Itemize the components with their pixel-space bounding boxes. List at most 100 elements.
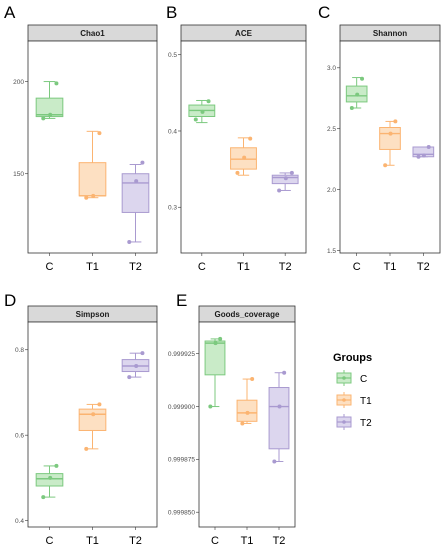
- x-tick-label: T2: [129, 535, 142, 547]
- panel-letter-c: C: [318, 3, 330, 22]
- box-t2: [121, 164, 150, 243]
- box-c: [35, 81, 64, 119]
- data-point-c: [54, 81, 59, 86]
- data-point-c: [48, 475, 53, 480]
- data-point-c: [200, 109, 205, 114]
- legend-point: [342, 376, 346, 380]
- data-point-t1: [240, 421, 245, 426]
- y-tick-label: 2.5: [327, 126, 336, 133]
- box-t2: [268, 372, 290, 462]
- data-point-t2: [277, 188, 282, 193]
- panel-title: ACE: [235, 29, 253, 38]
- box-c: [204, 338, 226, 408]
- data-point-t1: [383, 163, 388, 168]
- y-tick-label: 0.999900: [168, 404, 195, 411]
- data-point-t2: [277, 404, 282, 409]
- box-body: [78, 408, 107, 431]
- data-point-t2: [282, 370, 287, 375]
- y-tick-label: 0.5: [168, 52, 177, 59]
- data-point-t2: [421, 153, 426, 158]
- box-t1: [78, 130, 107, 199]
- legend-key-t2: [336, 414, 352, 430]
- data-point-c: [208, 404, 213, 409]
- y-tick-label: 1.5: [327, 248, 336, 255]
- data-point-t1: [97, 402, 102, 407]
- panel-e: E Goods_coverage 0.999850 0.999875 0.999900 0…: [168, 291, 296, 547]
- legend-key-t1: [336, 392, 352, 408]
- y-tick-label: 150: [13, 171, 24, 178]
- legend-point: [342, 398, 346, 402]
- data-point-t1: [84, 195, 89, 200]
- legend-title: Groups: [333, 352, 372, 364]
- data-point-t1: [250, 377, 255, 382]
- data-point-t2: [272, 459, 277, 464]
- y-tick-label: 2.0: [327, 187, 336, 194]
- data-point-t2: [140, 160, 145, 165]
- panel-d: D Simpson 0.4 0.6 0.8 C T1 T2: [4, 291, 158, 547]
- panel-title: Chao1: [80, 29, 105, 38]
- data-point-c: [355, 92, 360, 97]
- data-point-c: [349, 106, 354, 111]
- box-body: [268, 387, 290, 450]
- x-tick-label: C: [46, 261, 54, 273]
- data-point-c: [218, 336, 223, 341]
- x-tick-label: T2: [129, 261, 142, 273]
- y-tick-label: 0.6: [15, 432, 24, 439]
- y-tick-label: 0.999850: [168, 510, 195, 517]
- data-point-c: [360, 76, 365, 81]
- panel-letter-e: E: [176, 291, 187, 310]
- x-tick-label: T1: [237, 261, 250, 273]
- box-body: [121, 173, 150, 213]
- data-point-t2: [283, 176, 288, 181]
- box-body: [379, 127, 401, 150]
- legend-point: [342, 420, 346, 424]
- data-point-t1: [248, 136, 253, 141]
- data-point-t1: [242, 155, 247, 160]
- data-point-t1: [388, 131, 393, 136]
- panel-b: B ACE 0.3 0.4 0.5 C T1 T2: [166, 3, 307, 273]
- y-tick-label: 0.4: [15, 518, 24, 525]
- x-tick-label: T1: [86, 261, 99, 273]
- x-tick-label: T1: [241, 535, 254, 547]
- legend-label-t2: T2: [360, 418, 372, 429]
- y-tick-label: 0.4: [168, 128, 177, 135]
- panel-title: Simpson: [76, 310, 110, 319]
- data-point-t1: [235, 170, 240, 175]
- y-tick-label: 0.999875: [168, 457, 195, 464]
- data-point-t2: [289, 170, 294, 175]
- x-tick-label: T1: [86, 535, 99, 547]
- panel-letter-a: A: [4, 3, 16, 22]
- box-body: [78, 162, 107, 197]
- data-point-c: [193, 117, 198, 122]
- panel-a: A Chao1 150 200 C T1 T2: [4, 3, 158, 273]
- x-tick-label: T2: [417, 261, 430, 273]
- data-point-t1: [393, 119, 398, 124]
- legend-label-c: C: [360, 374, 367, 385]
- box-body: [204, 340, 226, 376]
- data-point-t2: [134, 179, 139, 184]
- y-tick-label: 0.999925: [168, 351, 195, 358]
- data-point-c: [41, 116, 46, 121]
- data-point-t2: [416, 154, 421, 159]
- panel-title: Shannon: [373, 29, 407, 38]
- data-point-c: [41, 495, 46, 500]
- legend-key-c: [336, 370, 352, 386]
- data-point-c: [213, 341, 218, 346]
- y-tick-label: 0.8: [15, 347, 24, 354]
- data-point-t2: [127, 239, 132, 244]
- data-point-t2: [426, 145, 431, 149]
- data-point-t2: [134, 363, 139, 368]
- box-t1: [78, 403, 107, 450]
- box-body: [236, 399, 258, 422]
- panel-letter-d: D: [4, 291, 16, 310]
- box-body: [35, 473, 64, 487]
- box-t1: [236, 378, 258, 424]
- y-tick-label: 200: [13, 79, 24, 86]
- panel-c: C Shannon 1.5 2.0 2.5 3.0 C T1 T2: [318, 3, 441, 273]
- data-point-t2: [127, 375, 132, 380]
- data-point-c: [206, 99, 211, 104]
- x-tick-label: T2: [273, 535, 286, 547]
- data-point-t1: [245, 410, 250, 415]
- x-tick-label: T1: [384, 261, 397, 273]
